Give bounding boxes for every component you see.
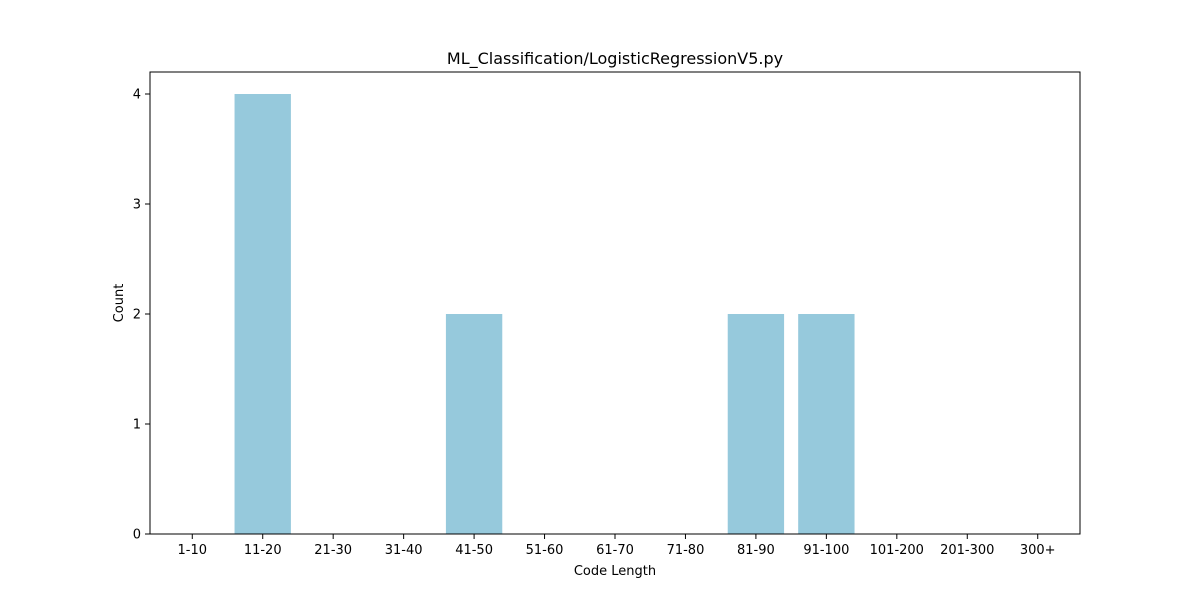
bar-91-100 [798, 314, 855, 534]
x-tick-label: 21-30 [314, 543, 352, 558]
y-ticks-layer: 0 1 2 3 4 [133, 88, 150, 543]
x-tick-label: 61-70 [596, 543, 634, 558]
plot-frame [149, 71, 1081, 535]
x-tick-label: 71-80 [667, 543, 705, 558]
y-axis-label: Count [112, 284, 127, 323]
x-tick-label: 91-100 [803, 543, 849, 558]
x-tick-label: 101-200 [870, 543, 924, 558]
chart-title: ML_Classification/LogisticRegressionV5.p… [447, 49, 783, 69]
x-tick-label: 81-90 [737, 543, 775, 558]
bar-41-50 [445, 314, 503, 534]
x-tick-label: 1-10 [178, 543, 208, 558]
x-tick-label: 31-40 [385, 543, 423, 558]
y-tick-label: 2 [133, 308, 141, 323]
bar-81-90 [727, 314, 785, 534]
x-tick-label: 41-50 [455, 543, 493, 558]
x-tick-label: 300+ [1020, 543, 1056, 558]
x-tick-label: 201-300 [940, 543, 994, 558]
y-tick-label: 3 [133, 198, 141, 213]
bar-11-20 [234, 94, 291, 534]
y-tick-label: 0 [133, 528, 141, 543]
y-tick-label: 4 [133, 88, 141, 103]
y-tick-label: 1 [133, 418, 141, 433]
bars-layer [234, 94, 855, 534]
x-ticks-layer: 1-10 11-20 21-30 31-40 41-50 51-60 61-70 71-80 8… [178, 534, 1056, 558]
x-axis-label: Code Length [574, 564, 656, 579]
x-tick-label: 11-20 [244, 543, 282, 558]
x-tick-label: 51-60 [526, 543, 564, 558]
